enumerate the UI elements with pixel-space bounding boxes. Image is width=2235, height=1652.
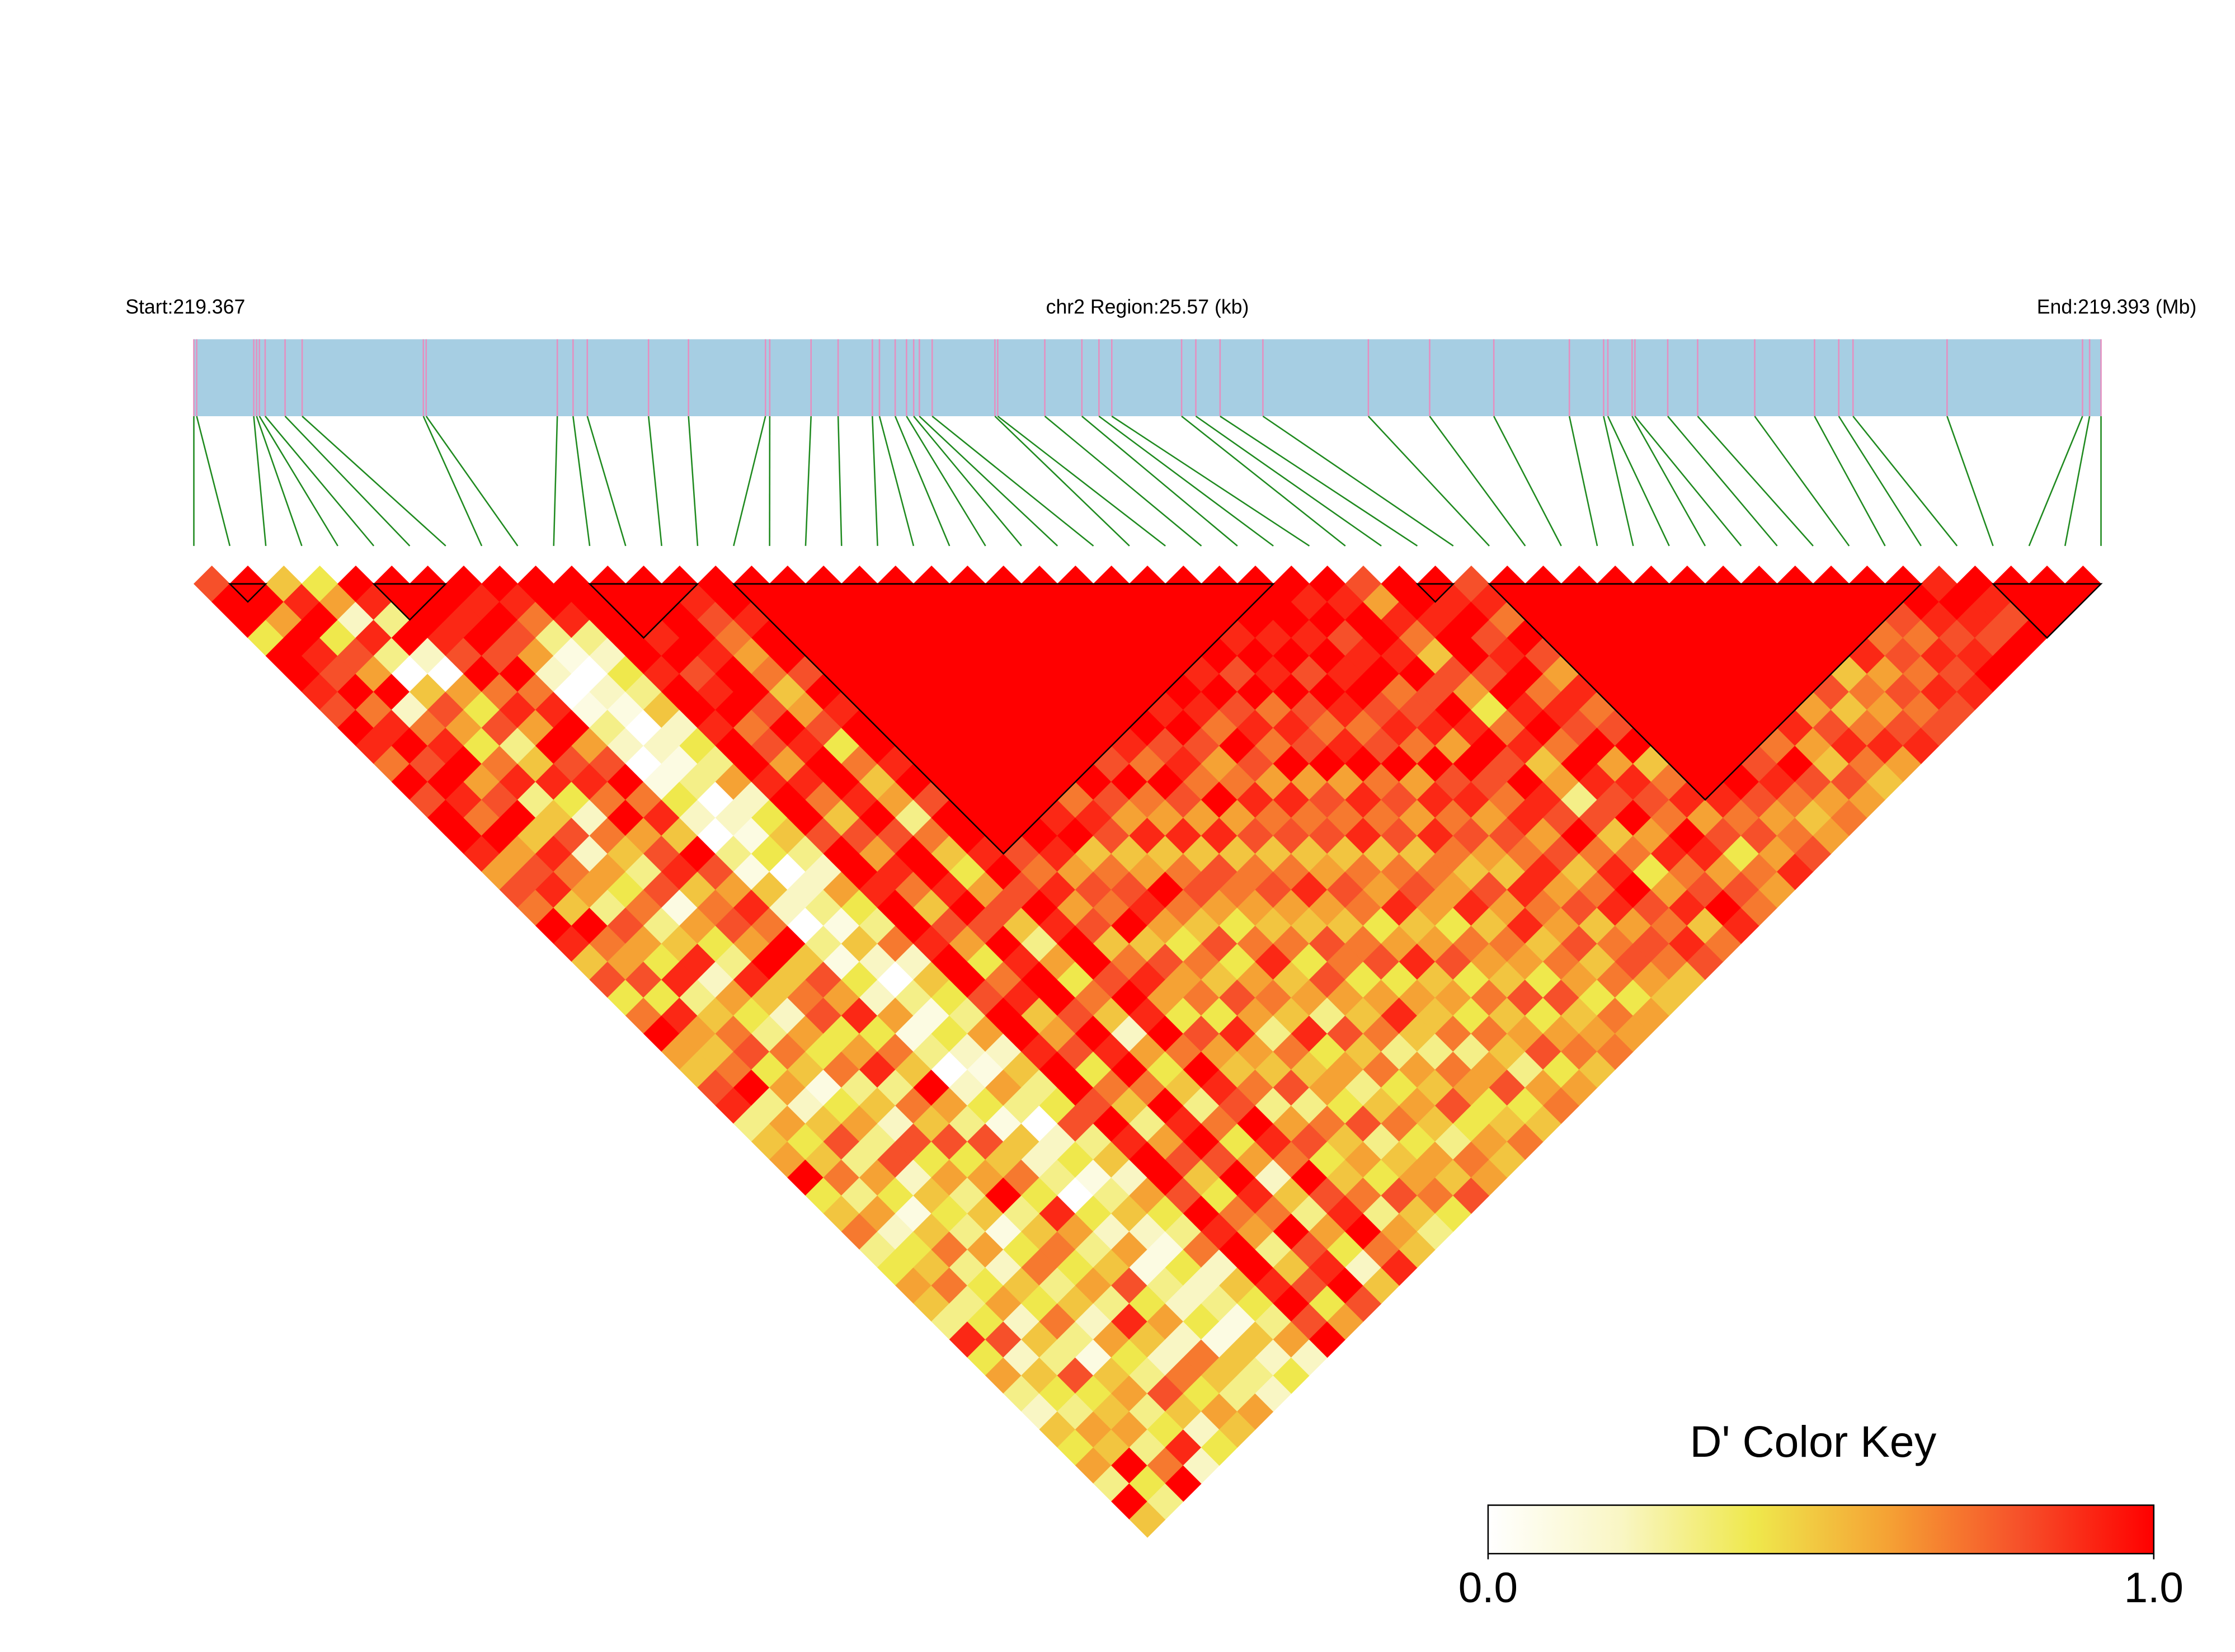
snp-connector bbox=[422, 416, 483, 547]
snp-connector bbox=[2028, 416, 2083, 547]
haplotype-block bbox=[372, 583, 448, 621]
snp-connector bbox=[872, 416, 878, 546]
snp-connector bbox=[1697, 416, 1814, 547]
haplotype-block bbox=[1415, 583, 1455, 603]
snp-connector bbox=[894, 416, 951, 547]
snp-connector bbox=[837, 416, 843, 546]
snp-connector bbox=[906, 416, 986, 547]
snp-connector bbox=[256, 416, 303, 547]
snp-connector bbox=[2064, 416, 2091, 547]
snp-connector bbox=[1429, 416, 1526, 547]
end-label: End:219.393 (Mb) bbox=[2037, 296, 2196, 318]
snp-connector bbox=[1667, 416, 1778, 547]
snp-connector bbox=[1044, 416, 1202, 547]
snp-connector bbox=[878, 416, 915, 547]
snp-connector bbox=[1181, 415, 1346, 547]
snp-connector bbox=[258, 416, 338, 547]
snp-connector bbox=[1098, 415, 1274, 547]
snp-connector bbox=[994, 416, 1130, 547]
snp-connector bbox=[1852, 416, 1958, 547]
color-key-bar bbox=[1487, 1504, 2155, 1555]
snp-connector bbox=[931, 416, 1094, 547]
start-label: Start:219.367 bbox=[125, 296, 245, 318]
snp-connector bbox=[1493, 416, 1562, 547]
haplotype-block bbox=[1991, 583, 2103, 639]
haplotype-block bbox=[1487, 583, 1923, 801]
snp-connector bbox=[1754, 416, 1850, 547]
snp-connector bbox=[1838, 416, 1922, 547]
snp-connector bbox=[1946, 416, 1994, 547]
snp-connector bbox=[553, 416, 558, 546]
ld-cells bbox=[193, 565, 2102, 1538]
snp-connector bbox=[1568, 416, 1598, 547]
snp-connector bbox=[1195, 415, 1382, 547]
snp-connector bbox=[425, 416, 519, 547]
snp-connector bbox=[997, 415, 1166, 547]
snp-connector bbox=[1603, 416, 1634, 547]
snp-connector bbox=[804, 416, 812, 546]
snp-connector bbox=[302, 416, 446, 547]
snp-connector bbox=[1607, 416, 1670, 547]
snp-connector bbox=[919, 416, 1058, 547]
snp-connector bbox=[1814, 416, 1886, 547]
snp-connector bbox=[1634, 416, 1742, 547]
snp-connector bbox=[1631, 416, 1706, 547]
genome-bar bbox=[194, 339, 2101, 416]
snp-connector bbox=[253, 416, 267, 546]
snp-connector bbox=[688, 416, 699, 546]
color-key-title: D' Color Key bbox=[1690, 1417, 1936, 1466]
snp-connector bbox=[1220, 415, 1418, 547]
snp-connector bbox=[264, 416, 375, 547]
snp-connector bbox=[1367, 416, 1490, 547]
color-key-tick-label: 0.0 bbox=[1458, 1564, 1518, 1612]
snp-connector bbox=[586, 416, 627, 547]
snp-connector bbox=[1111, 415, 1310, 547]
haplotype-block bbox=[587, 583, 700, 639]
snp-connector bbox=[733, 416, 766, 547]
snp-connector bbox=[647, 416, 662, 546]
snp-connector bbox=[913, 416, 1022, 547]
snp-connector bbox=[1081, 416, 1238, 547]
region-label: chr2 Region:25.57 (kb) bbox=[1046, 296, 1249, 318]
snp-connector bbox=[1262, 415, 1454, 547]
color-key-tick-label: 1.0 bbox=[2124, 1564, 2184, 1612]
snp-connector bbox=[572, 416, 591, 547]
haplotype-block bbox=[732, 583, 1276, 855]
haplotype-block bbox=[228, 583, 268, 603]
snp-connector bbox=[196, 416, 231, 547]
snp-connector bbox=[284, 416, 411, 547]
